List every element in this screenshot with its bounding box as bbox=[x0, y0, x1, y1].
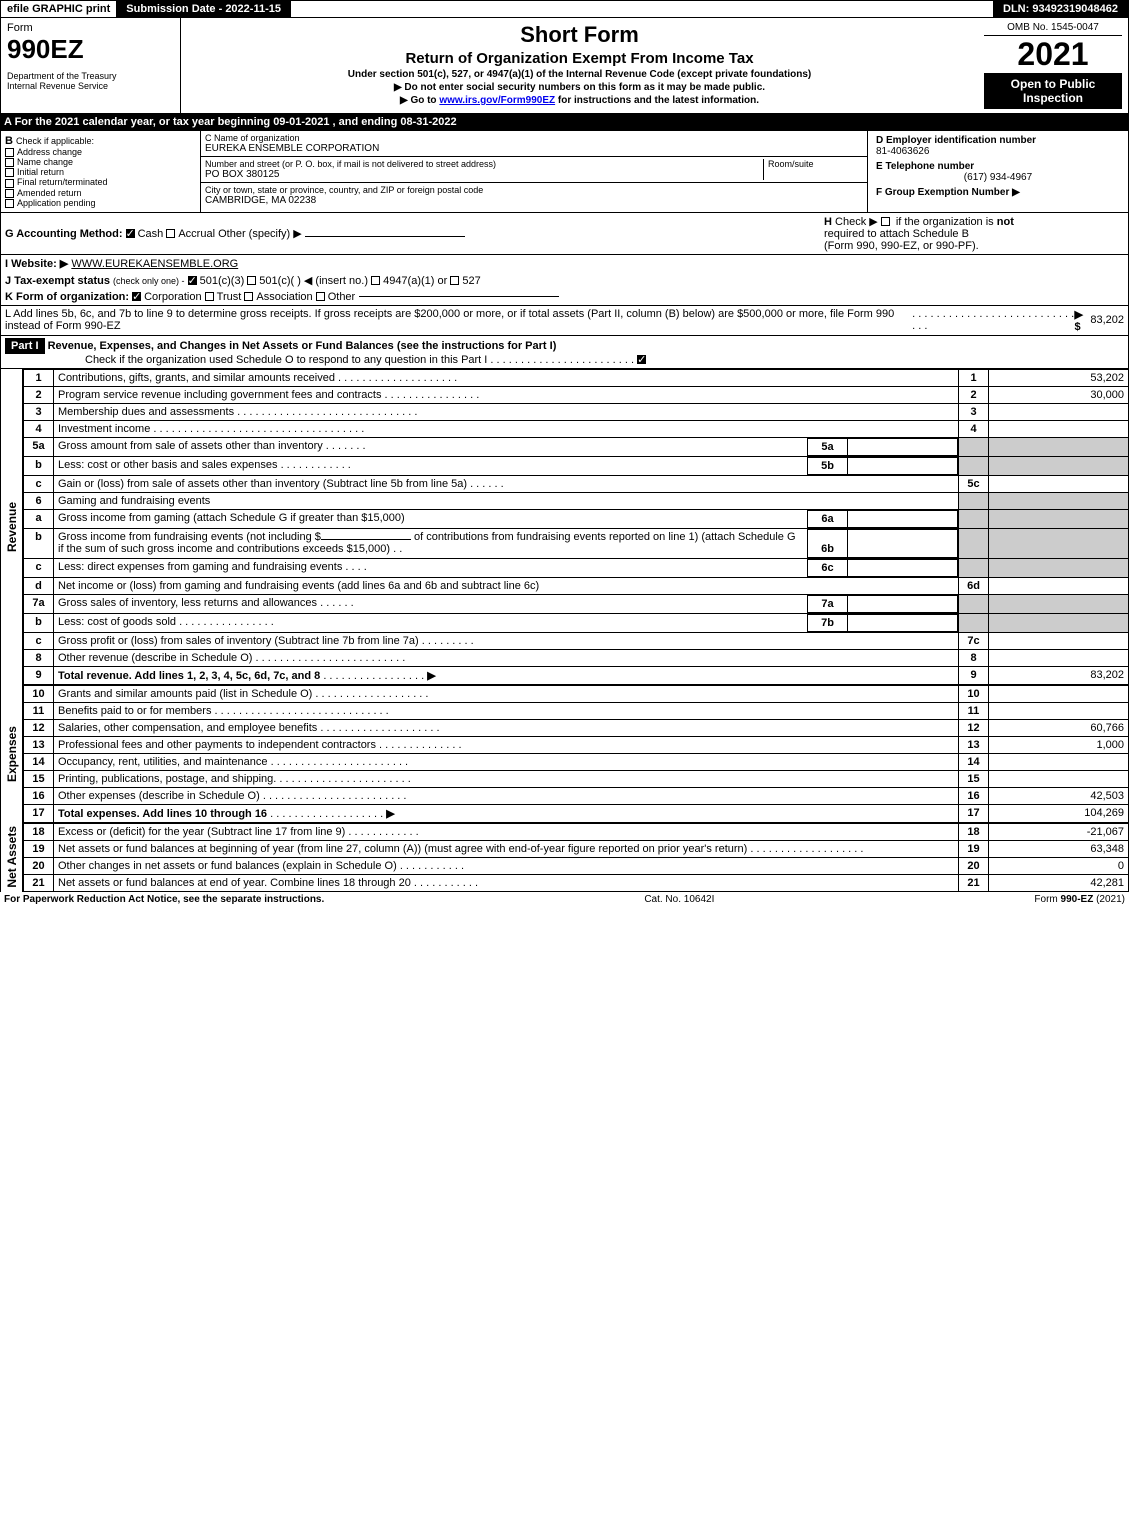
title-short-form: Short Form bbox=[187, 22, 972, 48]
box-c: C Name of organization EUREKA ENSEMBLE C… bbox=[201, 131, 868, 212]
phone: (617) 934-4967 bbox=[876, 172, 1120, 183]
ck-assoc[interactable] bbox=[244, 292, 253, 301]
ck-name[interactable] bbox=[5, 158, 14, 167]
note-goto: ▶ Go to www.irs.gov/Form990EZ for instru… bbox=[187, 95, 972, 106]
ck-h[interactable] bbox=[881, 217, 890, 226]
street: PO BOX 380125 bbox=[205, 169, 763, 180]
line-i: I Website: ▶ WWW.EUREKAENSEMBLE.ORG bbox=[0, 255, 1129, 272]
ck-accrual[interactable] bbox=[166, 229, 175, 238]
ck-final[interactable] bbox=[5, 179, 14, 188]
revenue-table: 1Contributions, gifts, grants, and simil… bbox=[23, 369, 1129, 685]
omb-number: OMB No. 1545-0047 bbox=[984, 22, 1122, 36]
open-inspection: Open to Public Inspection bbox=[984, 73, 1122, 109]
city: CAMBRIDGE, MA 02238 bbox=[205, 195, 863, 206]
expenses-section: Expenses 10Grants and similar amounts pa… bbox=[0, 685, 1129, 823]
ck-cash[interactable] bbox=[126, 229, 135, 238]
ck-scho[interactable] bbox=[637, 355, 646, 364]
box-def: D Employer identification number 81-4063… bbox=[868, 131, 1128, 212]
org-name: EUREKA ENSEMBLE CORPORATION bbox=[205, 143, 863, 154]
ck-trust[interactable] bbox=[205, 292, 214, 301]
city-label: City or town, state or province, country… bbox=[205, 185, 863, 195]
gross-receipts: 83,202 bbox=[1090, 314, 1124, 326]
header-left: Form 990EZ Department of the Treasury In… bbox=[1, 18, 181, 113]
line-k: K Form of organization: Corporation Trus… bbox=[0, 289, 1129, 306]
netassets-section: Net Assets 18Excess or (deficit) for the… bbox=[0, 823, 1129, 892]
ck-address[interactable] bbox=[5, 148, 14, 157]
netassets-table: 18Excess or (deficit) for the year (Subt… bbox=[23, 823, 1129, 892]
ck-corp[interactable] bbox=[132, 292, 141, 301]
header-mid: Short Form Return of Organization Exempt… bbox=[181, 18, 978, 113]
ck-initial[interactable] bbox=[5, 168, 14, 177]
dln: DLN: 93492319048462 bbox=[993, 1, 1128, 17]
title-under: Under section 501(c), 527, or 4947(a)(1)… bbox=[187, 69, 972, 80]
part1-header: Part I Revenue, Expenses, and Changes in… bbox=[0, 336, 1129, 369]
d-label: D Employer identification number bbox=[876, 135, 1036, 146]
form-header: Form 990EZ Department of the Treasury In… bbox=[0, 18, 1129, 114]
revenue-label: Revenue bbox=[5, 502, 19, 552]
goto-post: for instructions and the latest informat… bbox=[555, 95, 759, 106]
ck-4947[interactable] bbox=[371, 276, 380, 285]
part1-title: Revenue, Expenses, and Changes in Net As… bbox=[48, 340, 557, 352]
part1-label: Part I bbox=[5, 338, 45, 354]
form-word: Form bbox=[7, 22, 174, 34]
line-l: L Add lines 5b, 6c, and 7b to line 9 to … bbox=[0, 306, 1129, 336]
expenses-table: 10Grants and similar amounts paid (list … bbox=[23, 685, 1129, 823]
ck-other-org[interactable] bbox=[316, 292, 325, 301]
expenses-label: Expenses bbox=[5, 726, 19, 782]
submission-date: Submission Date - 2022-11-15 bbox=[116, 1, 291, 17]
goto-pre: ▶ Go to bbox=[400, 95, 439, 106]
ck-527[interactable] bbox=[450, 276, 459, 285]
page-футер: For Paperwork Reduction Act Notice, see … bbox=[0, 892, 1129, 907]
e-label: E Telephone number bbox=[876, 161, 974, 172]
info-grid: B Check if applicable: Address change Na… bbox=[0, 130, 1129, 213]
dept: Department of the Treasury bbox=[7, 71, 174, 81]
netassets-label: Net Assets bbox=[5, 826, 19, 888]
part1-check: Check if the organization used Schedule … bbox=[5, 354, 649, 366]
form-number: 990EZ bbox=[7, 34, 174, 65]
line-h: H Check ▶ if the organization is not req… bbox=[824, 215, 1124, 252]
line-a: A For the 2021 calendar year, or tax yea… bbox=[0, 114, 1129, 130]
irs-link[interactable]: www.irs.gov/Form990EZ bbox=[439, 95, 555, 106]
top-bar: efile GRAPHIC print Submission Date - 20… bbox=[0, 0, 1129, 18]
ein: 81-4063626 bbox=[876, 146, 1120, 157]
футер-left: For Paperwork Reduction Act Notice, see … bbox=[4, 894, 324, 905]
b-title: B Check if applicable: bbox=[5, 135, 196, 147]
title-return: Return of Organization Exempt From Incom… bbox=[187, 50, 972, 67]
ck-pending[interactable] bbox=[5, 199, 14, 208]
f-arrow: ▶ bbox=[1012, 187, 1020, 198]
f-label: F Group Exemption Number bbox=[876, 187, 1009, 198]
irs: Internal Revenue Service bbox=[7, 81, 174, 91]
street-label: Number and street (or P. O. box, if mail… bbox=[205, 159, 763, 169]
ck-501c3[interactable] bbox=[188, 276, 197, 285]
tax-year: 2021 bbox=[984, 36, 1122, 73]
cat-no: Cat. No. 10642I bbox=[644, 894, 714, 905]
c-label: C Name of organization bbox=[205, 133, 863, 143]
row-gh: G Accounting Method: Cash Accrual Other … bbox=[0, 213, 1129, 255]
ck-501c[interactable] bbox=[247, 276, 256, 285]
line-j: J Tax-exempt status (check only one) - 5… bbox=[0, 272, 1129, 289]
revenue-section: Revenue 1Contributions, gifts, grants, a… bbox=[0, 369, 1129, 685]
line-g: G Accounting Method: Cash Accrual Other … bbox=[5, 227, 824, 240]
website[interactable]: WWW.EUREKAENSEMBLE.ORG bbox=[71, 258, 238, 270]
box-b: B Check if applicable: Address change Na… bbox=[1, 131, 201, 212]
header-right: OMB No. 1545-0047 2021 Open to Public In… bbox=[978, 18, 1128, 113]
efile-label[interactable]: efile GRAPHIC print bbox=[1, 1, 116, 17]
room-label: Room/suite bbox=[768, 159, 863, 169]
футер-right: Form 990-EZ (2021) bbox=[1034, 894, 1125, 905]
note-ssn: ▶ Do not enter social security numbers o… bbox=[187, 82, 972, 93]
topbar-left: efile GRAPHIC print Submission Date - 20… bbox=[1, 1, 291, 17]
ck-amended[interactable] bbox=[5, 189, 14, 198]
